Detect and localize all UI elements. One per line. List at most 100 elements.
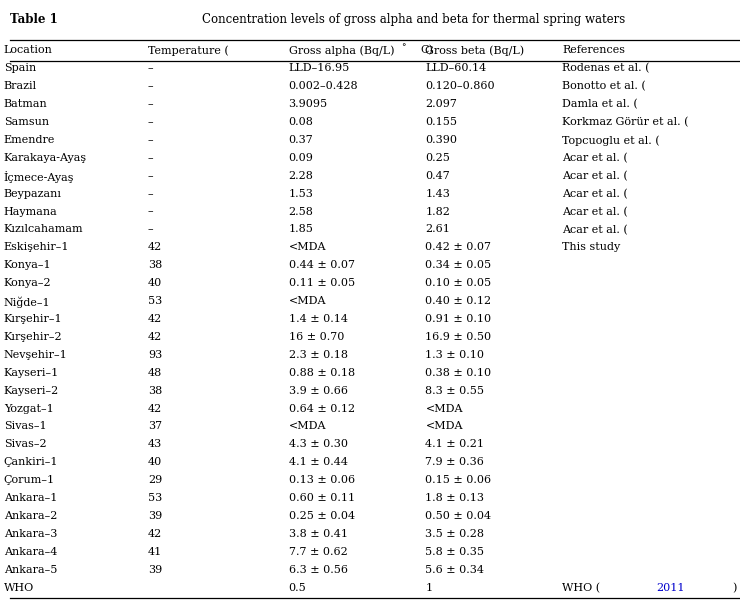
Text: İçmece-Ayaş: İçmece-Ayaş [4, 171, 74, 183]
Text: 2.3 ± 0.18: 2.3 ± 0.18 [289, 350, 348, 360]
Text: <MDA: <MDA [289, 296, 326, 306]
Text: 1: 1 [425, 583, 433, 593]
Text: 0.91 ± 0.10: 0.91 ± 0.10 [425, 314, 491, 324]
Text: –: – [148, 117, 154, 127]
Text: Ankara–2: Ankara–2 [4, 511, 57, 521]
Text: Rodenas et al. (: Rodenas et al. ( [562, 63, 650, 74]
Text: 93: 93 [148, 350, 162, 360]
Text: Kayseri–1: Kayseri–1 [4, 368, 59, 378]
Text: 7.7 ± 0.62: 7.7 ± 0.62 [289, 547, 347, 557]
Text: Kırşehir–2: Kırşehir–2 [4, 332, 62, 342]
Text: –: – [148, 81, 154, 91]
Text: –: – [148, 206, 154, 217]
Text: 1.53: 1.53 [289, 189, 314, 199]
Text: This study: This study [562, 242, 621, 252]
Text: <MDA: <MDA [425, 404, 463, 414]
Text: °: ° [401, 43, 406, 52]
Text: Eskişehir–1: Eskişehir–1 [4, 242, 70, 252]
Text: –: – [148, 135, 154, 145]
Text: Acar et al. (: Acar et al. ( [562, 171, 628, 181]
Text: –: – [148, 99, 154, 109]
Text: Kayseri–2: Kayseri–2 [4, 385, 59, 396]
Text: 0.13 ± 0.06: 0.13 ± 0.06 [289, 475, 354, 485]
Text: 42: 42 [148, 404, 162, 414]
Text: 1.82: 1.82 [425, 206, 451, 217]
Text: 5.8 ± 0.35: 5.8 ± 0.35 [425, 547, 485, 557]
Text: <MDA: <MDA [289, 421, 326, 431]
Text: 4.3 ± 0.30: 4.3 ± 0.30 [289, 439, 348, 449]
Text: –: – [148, 189, 154, 199]
Text: Nevşehir–1: Nevşehir–1 [4, 350, 67, 360]
Text: Konya–2: Konya–2 [4, 278, 51, 288]
Text: Table 1: Table 1 [10, 13, 61, 26]
Text: Yozgat–1: Yozgat–1 [4, 404, 53, 414]
Text: 38: 38 [148, 385, 162, 396]
Text: 42: 42 [148, 332, 162, 342]
Text: 39: 39 [148, 565, 162, 575]
Text: 0.44 ± 0.07: 0.44 ± 0.07 [289, 260, 354, 270]
Text: Haymana: Haymana [4, 206, 58, 217]
Text: 0.5: 0.5 [289, 583, 306, 593]
Text: 0.390: 0.390 [425, 135, 457, 145]
Text: –: – [148, 153, 154, 163]
Text: 16.9 ± 0.50: 16.9 ± 0.50 [425, 332, 491, 342]
Text: Location: Location [4, 45, 53, 55]
Text: Kızılcahamam: Kızılcahamam [4, 225, 84, 234]
Text: Korkmaz Görür et al. (: Korkmaz Görür et al. ( [562, 117, 689, 127]
Text: 0.155: 0.155 [425, 117, 457, 127]
Text: 0.64 ± 0.12: 0.64 ± 0.12 [289, 404, 354, 414]
Text: WHO: WHO [4, 583, 34, 593]
Text: 0.60 ± 0.11: 0.60 ± 0.11 [289, 493, 354, 503]
Text: Bonotto et al. (: Bonotto et al. ( [562, 81, 646, 91]
Text: Batman: Batman [4, 99, 47, 109]
Text: 0.40 ± 0.12: 0.40 ± 0.12 [425, 296, 491, 306]
Text: 0.47: 0.47 [425, 171, 450, 181]
Text: 42: 42 [148, 242, 162, 252]
Text: 6.3 ± 0.56: 6.3 ± 0.56 [289, 565, 348, 575]
Text: Sivas–1: Sivas–1 [4, 421, 47, 431]
Text: 1.43: 1.43 [425, 189, 451, 199]
Text: 3.8 ± 0.41: 3.8 ± 0.41 [289, 529, 348, 539]
Text: Gross alpha (Bq/L): Gross alpha (Bq/L) [289, 45, 394, 55]
Text: 0.10 ± 0.05: 0.10 ± 0.05 [425, 278, 491, 288]
Text: Ankara–4: Ankara–4 [4, 547, 57, 557]
Text: 29: 29 [148, 475, 162, 485]
Text: –: – [148, 225, 154, 234]
Text: Damla et al. (: Damla et al. ( [562, 99, 638, 110]
Text: Temperature (: Temperature ( [148, 45, 229, 55]
Text: Acar et al. (: Acar et al. ( [562, 225, 628, 235]
Text: Çankiri–1: Çankiri–1 [4, 457, 58, 467]
Text: 43: 43 [148, 439, 162, 449]
Text: Ankara–5: Ankara–5 [4, 565, 57, 575]
Text: 4.1 ± 0.44: 4.1 ± 0.44 [289, 457, 348, 467]
Text: 0.88 ± 0.18: 0.88 ± 0.18 [289, 368, 354, 378]
Text: 41: 41 [148, 547, 162, 557]
Text: –: – [148, 171, 154, 181]
Text: 0.50 ± 0.04: 0.50 ± 0.04 [425, 511, 491, 521]
Text: 0.25 ± 0.04: 0.25 ± 0.04 [289, 511, 354, 521]
Text: Ankara–1: Ankara–1 [4, 493, 57, 503]
Text: Kırşehir–1: Kırşehir–1 [4, 314, 62, 324]
Text: Concentration levels of gross alpha and beta for thermal spring waters: Concentration levels of gross alpha and … [201, 13, 625, 26]
Text: Brazil: Brazil [4, 81, 37, 91]
Text: 53: 53 [148, 296, 162, 306]
Text: Gross beta (Bq/L): Gross beta (Bq/L) [425, 45, 525, 55]
Text: 0.09: 0.09 [289, 153, 314, 163]
Text: 5.6 ± 0.34: 5.6 ± 0.34 [425, 565, 485, 575]
Text: 40: 40 [148, 278, 162, 288]
Text: Spain: Spain [4, 63, 36, 73]
Text: 38: 38 [148, 260, 162, 270]
Text: 7.9 ± 0.36: 7.9 ± 0.36 [425, 457, 485, 467]
Text: 48: 48 [148, 368, 162, 378]
Text: 2.28: 2.28 [289, 171, 314, 181]
Text: Acar et al. (: Acar et al. ( [562, 206, 628, 217]
Text: C): C) [420, 45, 433, 55]
Text: 3.9095: 3.9095 [289, 99, 328, 109]
Text: 2.097: 2.097 [425, 99, 457, 109]
Text: 3.5 ± 0.28: 3.5 ± 0.28 [425, 529, 485, 539]
Text: 37: 37 [148, 421, 162, 431]
Text: 0.120–0.860: 0.120–0.860 [425, 81, 495, 91]
Text: Ankara–3: Ankara–3 [4, 529, 57, 539]
Text: 0.15 ± 0.06: 0.15 ± 0.06 [425, 475, 491, 485]
Text: 1.3 ± 0.10: 1.3 ± 0.10 [425, 350, 485, 360]
